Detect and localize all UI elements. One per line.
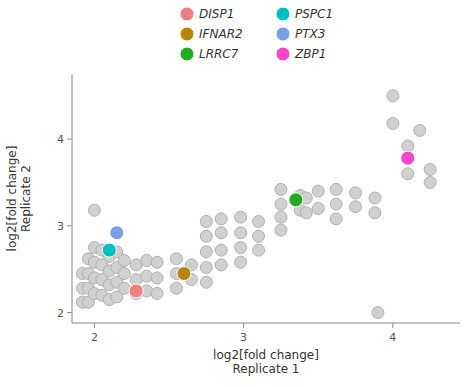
point bbox=[372, 307, 384, 319]
point bbox=[330, 198, 342, 210]
legend-swatch bbox=[276, 27, 290, 41]
point bbox=[253, 215, 265, 227]
legend-label: LRRC7 bbox=[199, 47, 239, 61]
x-tick bbox=[392, 323, 393, 328]
point bbox=[235, 256, 247, 268]
point bbox=[369, 207, 381, 219]
y-tick bbox=[67, 225, 72, 226]
point bbox=[170, 253, 182, 265]
point bbox=[118, 268, 130, 280]
legend-label: ZBP1 bbox=[294, 47, 326, 61]
point bbox=[200, 230, 212, 242]
point bbox=[350, 187, 362, 199]
point bbox=[387, 90, 399, 102]
point bbox=[312, 202, 324, 214]
point bbox=[312, 185, 324, 197]
x-axis-label: log2[fold change]Replicate 1 bbox=[213, 348, 319, 376]
y-tick-label: 2 bbox=[57, 307, 64, 320]
point bbox=[253, 230, 265, 242]
x-tick-label: 3 bbox=[240, 331, 247, 344]
point bbox=[215, 213, 227, 225]
highlight-point bbox=[129, 284, 143, 298]
y-tick bbox=[67, 312, 72, 313]
x-axis-label-line: Replicate 1 bbox=[233, 362, 300, 376]
point bbox=[330, 213, 342, 225]
legend-swatch bbox=[276, 47, 290, 61]
point bbox=[253, 244, 265, 256]
point bbox=[170, 282, 182, 294]
point bbox=[151, 272, 163, 284]
point bbox=[200, 215, 212, 227]
point bbox=[369, 192, 381, 204]
point bbox=[414, 124, 426, 136]
point bbox=[350, 201, 362, 213]
legend-swatch bbox=[180, 7, 194, 21]
highlight-point bbox=[110, 226, 124, 240]
highlight-point bbox=[177, 267, 191, 281]
point bbox=[424, 163, 436, 175]
point bbox=[402, 168, 414, 180]
point bbox=[275, 183, 287, 195]
x-tick-label: 4 bbox=[389, 331, 396, 344]
point bbox=[387, 117, 399, 129]
point bbox=[424, 176, 436, 188]
legend-swatch bbox=[180, 27, 194, 41]
x-tick bbox=[94, 323, 95, 328]
point bbox=[118, 282, 130, 294]
x-axis-label-line: log2[fold change] bbox=[213, 348, 319, 362]
point bbox=[200, 261, 212, 273]
point bbox=[330, 183, 342, 195]
y-axis-label-line: log2[fold change] bbox=[5, 146, 19, 252]
legend-label: PSPC1 bbox=[295, 7, 333, 21]
highlight-point bbox=[401, 151, 415, 165]
legend-swatch bbox=[180, 47, 194, 61]
x-tick-label: 2 bbox=[91, 331, 98, 344]
point bbox=[275, 211, 287, 223]
point bbox=[235, 211, 247, 223]
point bbox=[151, 256, 163, 268]
y-axis-line bbox=[72, 74, 73, 323]
y-axis-label: log2[fold change]Replicate 2 bbox=[5, 146, 33, 252]
point bbox=[275, 198, 287, 210]
legend-label: PTX3 bbox=[295, 27, 325, 41]
point bbox=[215, 244, 227, 256]
x-axis-line bbox=[72, 323, 460, 324]
y-tick bbox=[67, 139, 72, 140]
point bbox=[402, 140, 414, 152]
point bbox=[215, 227, 227, 239]
point bbox=[88, 204, 100, 216]
point bbox=[118, 255, 130, 267]
legend-label: IFNAR2 bbox=[199, 27, 243, 41]
point bbox=[200, 276, 212, 288]
point bbox=[300, 207, 312, 219]
legend: DISP1 PSPC1 IFNAR2 PTX3 LRRC7 ZBP1 bbox=[180, 7, 333, 61]
point bbox=[151, 288, 163, 300]
y-axis-label-line: Replicate 2 bbox=[19, 165, 33, 232]
x-tick bbox=[243, 323, 244, 328]
chart: 234234log2[fold change]Replicate 1log2[f… bbox=[0, 0, 474, 387]
highlight-point bbox=[289, 193, 303, 207]
legend-swatch bbox=[276, 7, 290, 21]
point bbox=[275, 224, 287, 236]
points bbox=[76, 90, 436, 319]
point bbox=[200, 246, 212, 258]
highlight-point bbox=[102, 243, 116, 257]
point bbox=[235, 242, 247, 254]
legend-label: DISP1 bbox=[199, 7, 234, 21]
point bbox=[235, 227, 247, 239]
y-tick-label: 4 bbox=[57, 133, 64, 146]
y-tick-label: 3 bbox=[57, 220, 64, 233]
point bbox=[215, 259, 227, 271]
